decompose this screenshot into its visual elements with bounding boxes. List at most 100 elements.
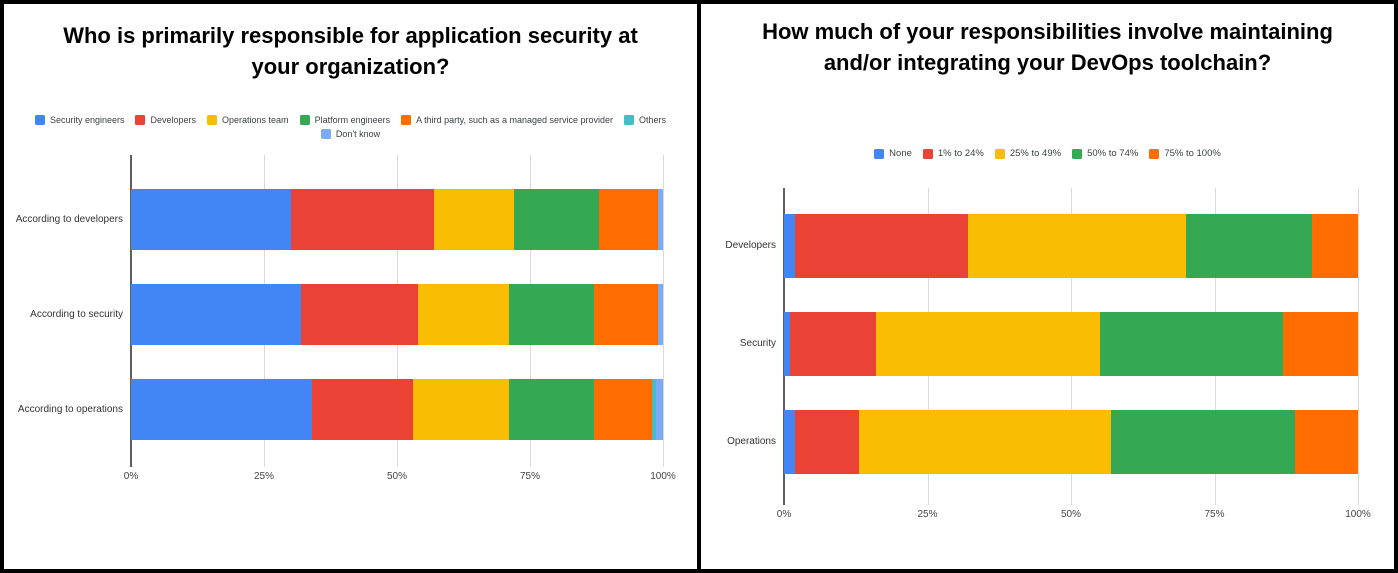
x-tick-label: 0%: [123, 471, 139, 482]
chart-title: Who is primarily responsible for applica…: [4, 20, 697, 82]
legend-item: Developers: [135, 115, 196, 125]
legend-label: 1% to 24%: [937, 148, 984, 159]
bar-segment: [657, 284, 663, 345]
legend-label: Don't know: [335, 129, 381, 139]
bar-segment: [131, 189, 291, 250]
bar-segment: [508, 284, 594, 345]
bar-segment: [1111, 410, 1295, 474]
gridline: [663, 155, 664, 467]
x-tick-label: 100%: [650, 471, 676, 482]
bar-segment: [301, 284, 419, 345]
bar-segment: [655, 379, 663, 440]
bar-segment: [131, 379, 312, 440]
x-tick-label: 75%: [1204, 509, 1225, 520]
bar-row: [131, 189, 663, 250]
legend-item: A third party, such as a managed service…: [401, 115, 613, 125]
chart-title-text: Who is primarily responsible for applica…: [63, 23, 638, 80]
bar-segment: [1185, 214, 1313, 278]
legend-swatch-icon: [994, 148, 1005, 159]
category-label: According to security: [30, 308, 123, 320]
legend-label: A third party, such as a managed service…: [416, 115, 614, 125]
legend-item: Don't know: [320, 129, 381, 139]
bar-segment: [311, 379, 413, 440]
legend-swatch-icon: [624, 115, 635, 125]
legend-item: 50% to 74%: [1072, 148, 1138, 159]
legend-label: 75% to 100%: [1164, 148, 1221, 159]
bar-segment: [795, 214, 968, 278]
category-label: Operations: [727, 436, 776, 447]
legend-item: None: [874, 148, 912, 159]
bar-segment: [795, 410, 859, 474]
legend-item: 25% to 49%: [994, 148, 1062, 159]
legend-swatch-icon: [874, 148, 885, 159]
chart-legend: None 1% to 24% 25% to 49% 50% to 74% 75% to …: [701, 148, 1394, 159]
legend-label: Developers: [150, 115, 197, 125]
bar-row: [784, 410, 1358, 474]
bar-segment: [434, 189, 515, 250]
bar-segment: [412, 379, 509, 440]
legend-swatch-icon: [1072, 148, 1083, 159]
bar-segment: [1099, 312, 1284, 376]
bar-segment: [784, 214, 796, 278]
bar-segment: [1312, 214, 1358, 278]
legend-label: Operations team: [222, 115, 289, 125]
x-tick-label: 0%: [776, 509, 792, 520]
chart-title: How much of your responsibilities involv…: [701, 16, 1394, 78]
legend-row: None 1% to 24% 25% to 49% 50% to 74% 75% to …: [874, 148, 1221, 159]
bar-segment: [789, 312, 876, 376]
devops-toolchain-chart-panel: How much of your responsibilities involv…: [701, 4, 1394, 569]
bar-segment: [784, 410, 796, 474]
bar-segment: [290, 189, 435, 250]
bar-segment: [657, 189, 663, 250]
bar-segment: [875, 312, 1100, 376]
legend-item: Security engineers: [34, 115, 125, 125]
legend-swatch-icon: [401, 115, 412, 125]
category-label: According to developers: [15, 213, 123, 225]
bar-segment: [967, 214, 1186, 278]
plot-area: [130, 155, 664, 467]
chart-legend: Security engineers Developers Operations t…: [4, 115, 697, 139]
plot-area: [783, 188, 1359, 505]
legend-label: 25% to 49%: [1009, 148, 1062, 159]
legend-item: Others: [624, 115, 666, 125]
bar-segment: [599, 189, 658, 250]
bar-segment: [858, 410, 1112, 474]
legend-swatch-icon: [320, 129, 331, 139]
x-tick-label: 25%: [917, 509, 938, 520]
legend-label: None: [889, 148, 912, 159]
panel-divider: [697, 4, 701, 569]
legend-row: Security engineers Developers Operations t…: [34, 115, 666, 125]
x-tick-label: 75%: [519, 471, 541, 482]
bar-segment: [652, 379, 656, 440]
x-tick-label: 50%: [386, 471, 408, 482]
legend-label: Security engineers: [49, 115, 125, 125]
legend-item: 75% to 100%: [1149, 148, 1221, 159]
bar-segment: [593, 284, 658, 345]
legend-swatch-icon: [299, 115, 310, 125]
bar-row: [784, 312, 1358, 376]
legend-item: 1% to 24%: [922, 148, 984, 159]
chart-title-text: How much of your responsibilities involv…: [762, 19, 1333, 76]
bar-segment: [418, 284, 509, 345]
legend-label: Others: [639, 115, 667, 125]
category-label: Security: [739, 338, 776, 349]
legend-item: Operations team: [207, 115, 289, 125]
gridline: [1358, 188, 1359, 505]
category-label: Developers: [725, 240, 776, 251]
bar-segment: [514, 189, 600, 250]
bar-segment: [1294, 410, 1358, 474]
bar-row: [131, 379, 663, 440]
bar-segment: [593, 379, 653, 440]
x-tick-label: 100%: [1345, 509, 1371, 520]
legend-swatch-icon: [34, 115, 45, 125]
bar-row: [131, 284, 663, 345]
x-tick-label: 25%: [253, 471, 275, 482]
bar-segment: [131, 284, 302, 345]
legend-swatch-icon: [207, 115, 218, 125]
legend-label: 50% to 74%: [1087, 148, 1139, 159]
legend-item: Platform engineers: [299, 115, 390, 125]
bar-row: [784, 214, 1358, 278]
bar-segment: [508, 379, 594, 440]
legend-swatch-icon: [135, 115, 146, 125]
